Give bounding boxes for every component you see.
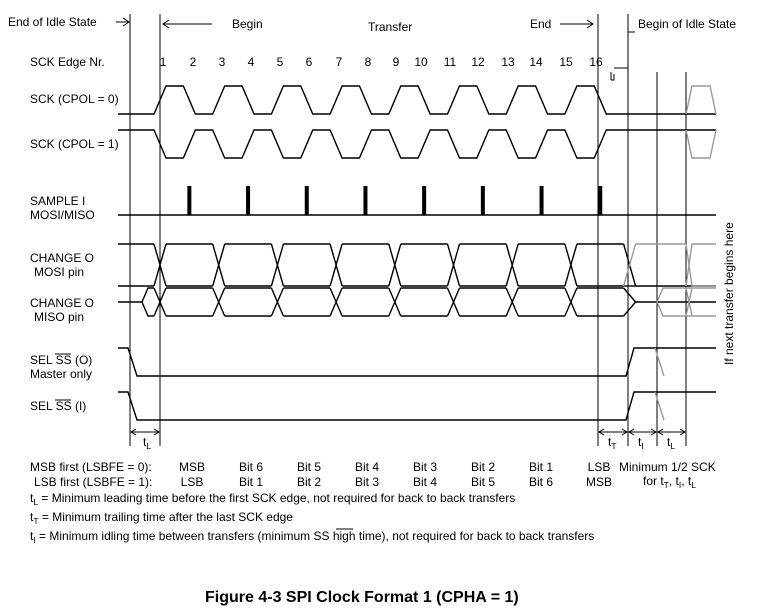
miso-label-1: CHANGE O	[30, 296, 94, 310]
mosi-label-2: MOSI pin	[34, 265, 84, 279]
edge-number-4: 4	[248, 55, 255, 69]
edge-number-16: 16	[589, 55, 603, 69]
sck-edge-label: SCK Edge Nr.	[30, 55, 105, 69]
waveforms	[118, 85, 717, 421]
msb-order-cell: Bit 3	[413, 460, 437, 474]
edge-number-1: 1	[160, 55, 167, 69]
lsb-order-cell: Bit 6	[529, 475, 553, 489]
edge-number-15: 15	[559, 55, 573, 69]
sck-cpol1-wave	[118, 129, 716, 159]
msb-order-cell: MSB	[179, 460, 205, 474]
sck-cpol1-ghost	[685, 129, 717, 159]
msb-order-cell: LSB	[588, 460, 611, 474]
msb-order-cell: Bit 5	[297, 460, 321, 474]
lsb-order-cell: Bit 1	[239, 475, 263, 489]
sample-strobe	[598, 186, 603, 215]
figure-caption: Figure 4-3 SPI Clock Format 1 (CPHA = 1)	[205, 589, 519, 606]
sample-strobe	[304, 186, 309, 215]
sck-edge-numbers: 1 2 3 4 5 6 7 8 9 10 11 12 13 14 15 16	[160, 55, 603, 69]
sel-ss-i-ghost	[654, 391, 665, 421]
end-of-idle-label: End of Idle State	[8, 15, 97, 29]
timing-markers: tL tT tI tL	[130, 428, 686, 451]
next-transfer-note: If next transfer begins here	[722, 222, 736, 365]
edge-number-3: 3	[219, 55, 226, 69]
sel-ss-i-wave	[118, 391, 716, 421]
ti-label: tI	[638, 435, 644, 451]
tt-label: tT	[608, 435, 617, 451]
edge-number-7: 7	[336, 55, 343, 69]
sck-cpol1-label: SCK (CPOL = 1)	[30, 137, 119, 151]
mosi-label-1: CHANGE O	[30, 251, 94, 265]
minimum-half-sck-label: Minimum 1/2 SCK	[619, 460, 716, 474]
sample-strobe	[539, 186, 544, 215]
begin-label: Begin	[232, 17, 263, 31]
sck-cpol0-ghost	[685, 85, 717, 115]
note-ti: tI = Minimum idling time between transfe…	[30, 529, 594, 545]
sel-ss-o-ghost	[654, 347, 665, 377]
lsb-order-cell: MSB	[586, 475, 612, 489]
edge-number-8: 8	[365, 55, 372, 69]
sck-cpol0-wave	[118, 85, 716, 115]
sck-cpol0-label: SCK (CPOL = 0)	[30, 92, 119, 106]
edge-number-13: 13	[501, 55, 515, 69]
min-for-label: for tT, tI, tL	[643, 474, 696, 490]
lsb-order-cell: Bit 3	[355, 475, 379, 489]
begin-of-idle-label: Begin of Idle State	[638, 17, 736, 31]
sample-strobe	[422, 186, 427, 215]
sel-o-label-2: Master only	[30, 367, 92, 381]
reference-lines	[129, 14, 687, 446]
edge-number-11: 11	[444, 55, 457, 69]
edge-number-12: 12	[471, 55, 485, 69]
lsb-order-cell: Bit 5	[471, 475, 495, 489]
sample-strobe	[246, 186, 251, 215]
tl-label: tL	[143, 435, 151, 451]
sample-strobe	[363, 186, 368, 215]
lsb-order-cell: Bit 4	[413, 475, 437, 489]
miso-label-2: MISO pin	[34, 310, 84, 324]
sel-ss-o-wave	[118, 347, 716, 377]
edge-number-9: 9	[393, 55, 400, 69]
lsb-order-cell: LSB	[181, 475, 204, 489]
note-tl: tL = Minimum leading time before the fir…	[30, 491, 515, 507]
edge-number-14: 14	[529, 55, 543, 69]
msb-order-cell: Bit 6	[239, 460, 263, 474]
msb-order-cell: Bit 2	[471, 460, 495, 474]
edge-number-6: 6	[306, 55, 313, 69]
sample-strobe	[187, 186, 192, 215]
msb-order-cell: Bit 4	[355, 460, 379, 474]
lsb-order-cell: Bit 2	[297, 475, 321, 489]
end-label: End	[530, 17, 551, 31]
edge-number-10: 10	[414, 55, 428, 69]
sample-label-2: MOSI/MISO	[30, 208, 95, 222]
tl2-label: tL	[667, 435, 675, 451]
note-tt: tT = Minimum trailing time after the las…	[30, 510, 293, 526]
transfer-label: Transfer	[368, 20, 412, 34]
sel-i-label: SEL SS (I)	[30, 399, 86, 413]
edge-number-5: 5	[277, 55, 284, 69]
msb-order-cell: Bit 1	[529, 460, 553, 474]
edge-number-2: 2	[190, 55, 197, 69]
msb-first-label: MSB first (LSBFE = 0):	[30, 460, 152, 474]
sample-label-1: SAMPLE I	[30, 194, 85, 208]
sample-strobe	[480, 186, 485, 215]
sel-o-label: SEL SS (O)	[30, 353, 92, 367]
lsb-first-label: LSB first (LSBFE = 1):	[34, 475, 152, 489]
